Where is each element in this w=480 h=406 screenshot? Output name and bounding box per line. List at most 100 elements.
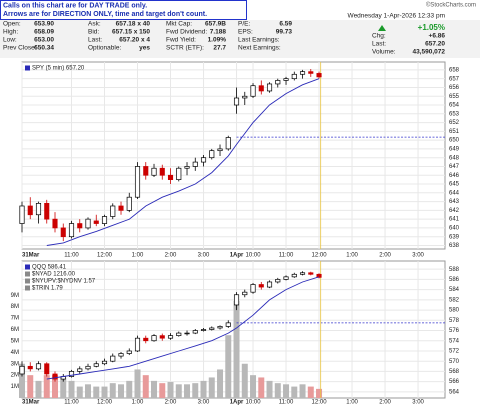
volume-bar (184, 384, 191, 398)
volume-bar (85, 384, 92, 398)
quote-value: 657.20 x 4 (119, 37, 150, 44)
volume-bar (93, 386, 100, 398)
quote-value: 27.7 (213, 45, 226, 52)
quote-label: P/E: (238, 21, 250, 28)
candle-body (225, 137, 231, 150)
x-tick-label: 11:00 (64, 400, 79, 406)
volume-bar (27, 375, 34, 398)
candle-body (93, 363, 99, 367)
candle-body (126, 350, 132, 354)
legend-swatch (25, 65, 30, 71)
y2-tick-label: 6M (11, 327, 19, 333)
volume-bar (274, 383, 281, 398)
x-tick-label: 12:00 (97, 253, 113, 259)
x-tick-label: 3:00 (198, 400, 210, 406)
y-tick-label: 647 (449, 164, 460, 170)
candle-body (275, 80, 281, 85)
candle-body (209, 150, 215, 159)
candle-body (291, 73, 297, 80)
quote-label: Open: (3, 21, 21, 28)
candle-body (192, 330, 198, 334)
y-tick-label: 645 (449, 182, 460, 188)
quote-label: Fwd Yield: (166, 37, 196, 44)
candle-body (250, 284, 256, 293)
brand: ©StockCharts.com (426, 2, 476, 9)
y-tick-label: 650 (449, 138, 460, 144)
volume-bar (159, 383, 166, 398)
quote-label: Fwd Dividend: (166, 29, 207, 36)
volume-bar (192, 383, 199, 398)
candle-body (184, 332, 190, 335)
y2-tick-label: 2M (11, 373, 19, 379)
y-tick-label: 576 (449, 328, 460, 334)
candle-body (167, 174, 174, 180)
candle-body (118, 205, 124, 211)
x-tick-label: 3:00 (198, 253, 210, 259)
candle-body (77, 223, 83, 229)
y2-tick-label: 5M (11, 338, 19, 344)
volume-bar (175, 384, 182, 398)
moving-average (46, 276, 320, 380)
volume-bar (52, 375, 59, 398)
chg-label: Chg: (372, 33, 386, 40)
candle-body (176, 332, 182, 336)
y-tick-label: 570 (449, 359, 460, 365)
quote-label: Prev Close: (3, 45, 37, 52)
candle-body (299, 71, 306, 75)
candle-body (275, 279, 281, 283)
candle-body (44, 202, 50, 220)
x-tick-label: 3:00 (412, 400, 424, 406)
volume-bar (283, 384, 290, 398)
legend-swatch (25, 285, 30, 291)
y-tick-label: 580 (449, 308, 460, 314)
candle-body (291, 273, 297, 278)
y2-tick-label: 7M (11, 316, 19, 322)
y-tick-label: 651 (449, 129, 460, 135)
candle-body (299, 272, 306, 275)
y-tick-label: 568 (449, 369, 460, 375)
x-tick-label: 1Apr (230, 400, 244, 406)
legend-swatch (25, 271, 30, 277)
x-tick-label: 12:00 (97, 400, 113, 406)
candle-body (85, 218, 91, 229)
candle-body (19, 205, 25, 224)
up-arrow (378, 25, 386, 31)
volume-bar (43, 375, 50, 398)
volume-bar (307, 386, 314, 398)
y-tick-label: 564 (449, 389, 460, 395)
notice-line: Calls on this chart are for DAY TRADE on… (3, 2, 147, 9)
y-tick-label: 641 (449, 217, 460, 223)
quote-value: 7.188 (210, 29, 227, 36)
candle-body (77, 368, 83, 372)
candle-body (101, 360, 108, 365)
volume-bar (151, 380, 158, 398)
candle-body (258, 284, 264, 288)
y-tick-label: 582 (449, 297, 460, 303)
last-value: 657.20 (425, 41, 445, 48)
notice-box (0, 0, 247, 20)
legend-swatch (25, 278, 30, 284)
volume-bar (109, 383, 116, 398)
candle-body (233, 97, 240, 106)
quote-value: 653.90 (34, 21, 54, 28)
y-tick-label: 649 (449, 146, 460, 152)
quote-value: yes (139, 45, 150, 52)
y-tick-label: 640 (449, 226, 460, 232)
volume-bar (126, 380, 133, 398)
volume-bar (233, 300, 240, 398)
y2-tick-label: 9M (11, 293, 19, 299)
legend-text: $NYAD 1216.00 (32, 272, 76, 278)
candle-body (209, 327, 215, 330)
candle-body (217, 326, 223, 329)
x-tick-label: 1:00 (132, 400, 144, 406)
volume-bar (101, 386, 108, 398)
x-tick-label: 31Mar (22, 400, 40, 406)
candle-body (250, 85, 256, 97)
volume-bar (266, 380, 273, 398)
x-tick-label: 31Mar (22, 253, 40, 259)
y2-tick-label: 4M (11, 350, 19, 356)
y-tick-label: 638 (449, 243, 460, 249)
change-pct: +1.05% (418, 23, 445, 32)
candle-body (242, 95, 248, 99)
